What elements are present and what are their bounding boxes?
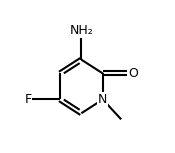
Text: NH₂: NH₂ [69,24,93,37]
Text: N: N [98,93,107,106]
Text: O: O [128,67,138,80]
Text: F: F [24,93,31,106]
